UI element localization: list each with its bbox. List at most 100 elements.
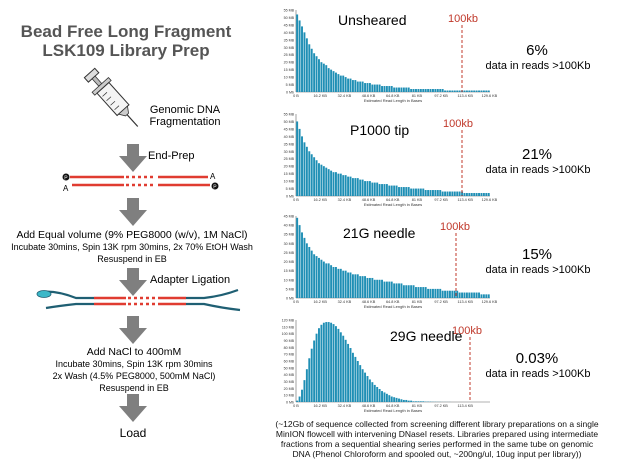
y-tick-label: 20 MB xyxy=(284,387,295,391)
histogram-bar xyxy=(463,193,466,196)
histogram-bar xyxy=(407,400,410,402)
histogram-bar xyxy=(320,164,323,196)
histogram-bar xyxy=(432,89,434,92)
histogram-bar xyxy=(342,335,345,402)
histogram-bar xyxy=(364,276,367,298)
histogram-bar xyxy=(298,20,301,92)
histogram-bar xyxy=(371,182,374,196)
histogram-bar xyxy=(337,328,340,402)
histogram-bar xyxy=(410,188,413,196)
histogram-bar xyxy=(405,187,408,196)
step-nacl-line1: Add NaCl to 400mM xyxy=(86,346,182,358)
histogram-bar xyxy=(419,188,422,196)
histogram-bar xyxy=(376,182,379,196)
histogram-bar xyxy=(301,389,303,402)
histogram-bar xyxy=(361,369,364,402)
x-axis-label: Estimated Read Length in Bases xyxy=(364,304,422,309)
histogram-bar xyxy=(332,172,335,196)
histogram-bar xyxy=(373,384,376,402)
histogram-bar xyxy=(349,348,352,402)
histogram-bar xyxy=(453,90,456,92)
step-peg-line3: Resuspend in EB xyxy=(97,254,167,264)
y-tick-label: 70 MB xyxy=(284,353,295,357)
histogram-bar xyxy=(332,71,335,92)
histogram-bar xyxy=(356,178,359,196)
histogram-bar xyxy=(448,191,451,196)
histogram-bar xyxy=(373,84,376,92)
histogram-bar xyxy=(485,294,488,298)
x-tick-label: 113.4 KB xyxy=(458,300,474,304)
y-tick-label: 40 MB xyxy=(284,373,295,377)
histogram-bar xyxy=(487,294,490,298)
histogram-bar xyxy=(417,287,420,298)
histogram-bar xyxy=(305,38,308,92)
panel-percent-note-29g: data in reads >100Kb xyxy=(485,368,591,380)
histogram-bar xyxy=(298,128,301,196)
histogram-bar xyxy=(410,89,413,92)
histogram-bar xyxy=(395,283,398,298)
x-tick-label: 81 KB xyxy=(412,198,423,202)
histogram-bar xyxy=(468,193,471,196)
y-tick-label: 55 MB xyxy=(284,113,295,117)
histogram-bar xyxy=(485,90,488,92)
histogram-bar xyxy=(461,292,464,298)
y-tick-label: 35 MB xyxy=(284,233,295,237)
x-tick-label: 113.4 KB xyxy=(458,404,474,408)
y-tick-label: 10 MB xyxy=(284,180,295,184)
y-tick-label: 20 MB xyxy=(284,260,295,264)
y-tick-label: 10 MB xyxy=(284,76,295,80)
y-tick-label: 40 MB xyxy=(284,135,295,139)
histogram-bar xyxy=(439,190,442,196)
histogram-bar xyxy=(410,400,413,402)
x-tick-label: 97.2 KB xyxy=(434,300,448,304)
caption-line2: MinION flowcell with intervening DNaseI … xyxy=(275,429,599,439)
x-tick-label: 64.8 KB xyxy=(386,94,400,98)
histogram-bar xyxy=(310,250,313,298)
step-nacl-precipitation: Add NaCl to 400mM Incubate 30mins, Spin … xyxy=(20,346,248,394)
x-tick-label: 16.2 KB xyxy=(313,198,327,202)
histogram-bar xyxy=(337,74,340,92)
histogram-bar xyxy=(458,292,461,298)
histogram-bar xyxy=(335,72,337,92)
x-tick-label: 0 B xyxy=(293,94,299,98)
histogram-bar xyxy=(446,90,449,92)
histogram-bar xyxy=(361,81,364,92)
histogram-bar xyxy=(417,401,420,402)
histogram-bar xyxy=(383,86,386,92)
histogram-bar xyxy=(378,184,381,196)
histogram-bar xyxy=(480,193,483,196)
histogram-bar xyxy=(478,193,480,196)
histogram-bar xyxy=(393,87,396,92)
histogram-bar xyxy=(327,263,330,298)
histogram-bar xyxy=(376,386,379,402)
histogram-bar xyxy=(381,184,383,196)
y-tick-label: 110 MB xyxy=(282,325,295,329)
histogram-bar xyxy=(422,287,425,298)
y-tick-label: 10 MB xyxy=(284,394,295,398)
histogram-bar xyxy=(351,352,354,402)
histogram-bar xyxy=(478,90,480,92)
histogram-bar xyxy=(366,277,369,298)
histogram-bar xyxy=(465,292,468,298)
histogram-bar xyxy=(381,86,383,92)
y-tick-label: 0 Mb xyxy=(286,297,294,301)
panel-title-21g: 21G needle xyxy=(343,225,416,241)
histogram-bar xyxy=(359,81,362,92)
histogram-bar xyxy=(368,83,371,92)
histogram-bar xyxy=(398,283,400,298)
x-tick-label: 0 B xyxy=(293,404,299,408)
x-tick-label: 48.6 KB xyxy=(362,198,376,202)
y-tick-label: 55 MB xyxy=(284,9,295,13)
histogram-bar xyxy=(320,62,323,92)
y-tick-label: 30 MB xyxy=(284,46,295,50)
histogram-bar xyxy=(330,170,333,196)
histogram-bar xyxy=(303,237,306,298)
histogram-bar xyxy=(487,193,490,196)
histogram-bar xyxy=(315,256,318,298)
histogram-bar xyxy=(385,86,388,92)
histogram-bar xyxy=(313,254,316,298)
histogram-bar xyxy=(339,268,342,298)
histogram-bar xyxy=(390,86,393,92)
histogram-bar xyxy=(410,285,413,298)
x-tick-label: 16.2 KB xyxy=(313,404,327,408)
